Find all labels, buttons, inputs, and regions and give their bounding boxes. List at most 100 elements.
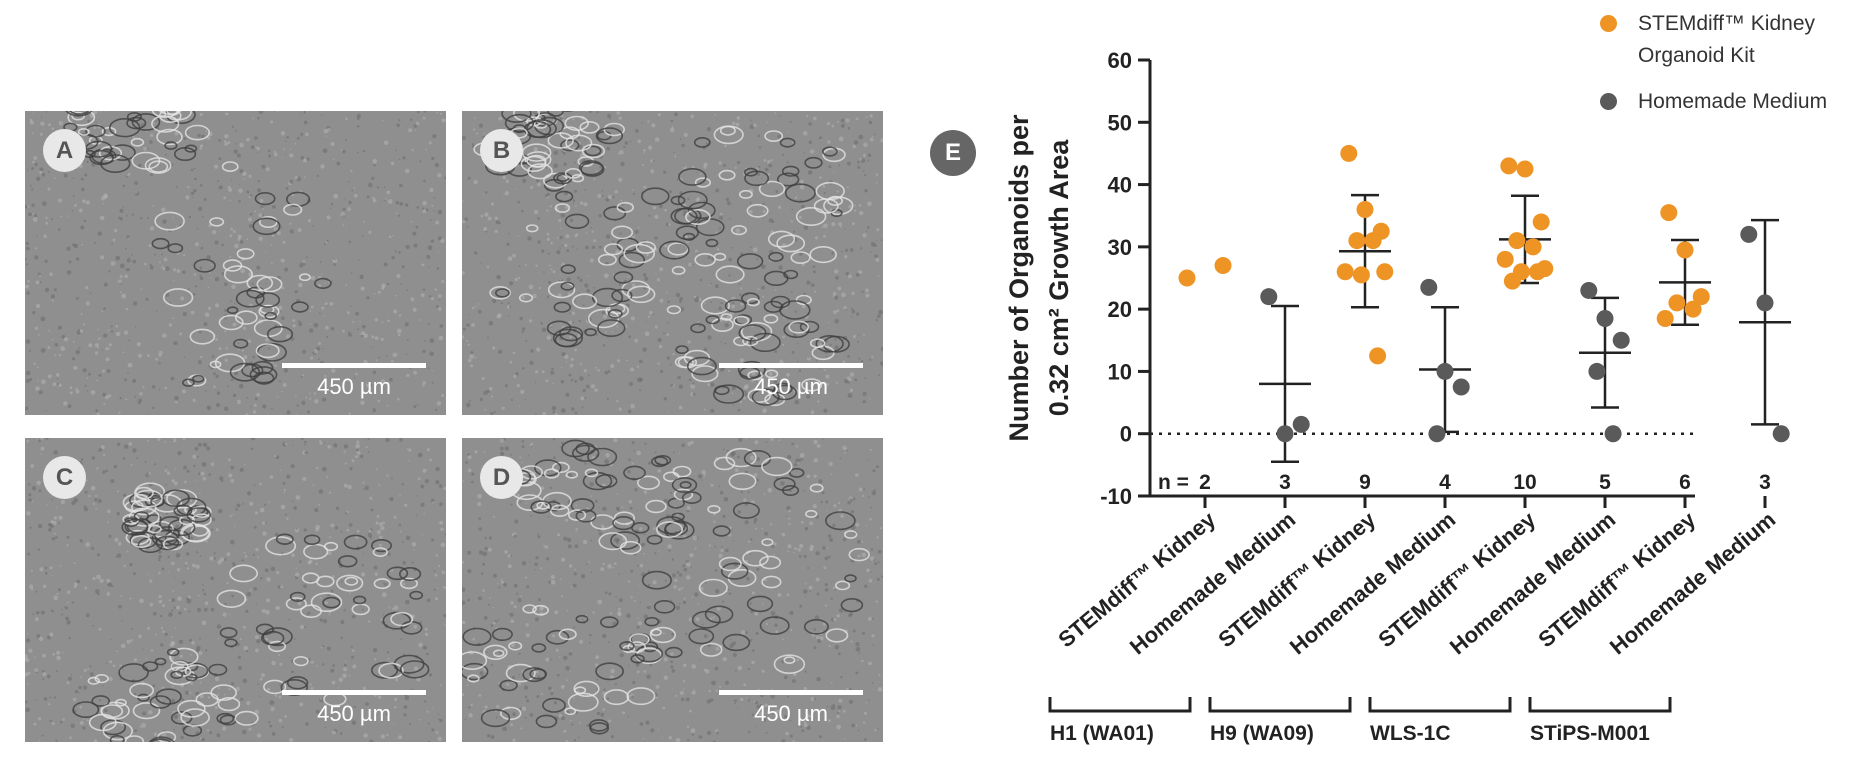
micrograph-grain bbox=[718, 227, 722, 230]
micrograph-grain bbox=[40, 610, 45, 615]
micrograph-grain bbox=[806, 280, 811, 285]
micrograph-grain bbox=[533, 111, 538, 115]
organoid-structure bbox=[690, 323, 706, 334]
organoid-structure bbox=[560, 139, 580, 152]
micrograph-grain bbox=[201, 620, 207, 626]
micrograph-grain bbox=[696, 296, 699, 299]
micrograph-grain bbox=[262, 404, 267, 409]
micrograph-grain bbox=[597, 599, 602, 605]
micrograph-grain bbox=[626, 613, 631, 618]
micrograph-grain bbox=[842, 360, 846, 363]
micrograph-grain bbox=[584, 283, 589, 288]
micrograph-grain bbox=[502, 726, 507, 732]
micrograph-grain bbox=[631, 202, 634, 204]
micrograph-grain bbox=[26, 511, 31, 516]
micrograph-grain bbox=[160, 699, 162, 701]
micrograph-grain bbox=[291, 553, 295, 557]
micrograph-grain bbox=[374, 658, 377, 661]
micrograph-grain bbox=[725, 197, 730, 202]
micrograph-grain bbox=[191, 563, 196, 568]
organoid-structure bbox=[685, 209, 711, 226]
micrograph-grain bbox=[161, 207, 166, 213]
micrograph-grain bbox=[443, 614, 446, 618]
micrograph-grain bbox=[136, 401, 138, 403]
micrograph-grain bbox=[42, 678, 45, 681]
micrograph-grain bbox=[844, 738, 846, 740]
micrograph-grain bbox=[250, 438, 253, 440]
micrograph-grain bbox=[756, 167, 760, 170]
micrograph-grain bbox=[803, 686, 807, 691]
micrograph-grain bbox=[674, 155, 677, 158]
micrograph-grain bbox=[28, 349, 31, 352]
micrograph-grain bbox=[72, 340, 75, 343]
micrograph-grain bbox=[838, 710, 841, 713]
micrograph-grain bbox=[139, 598, 144, 604]
data-point bbox=[1364, 232, 1382, 250]
micrograph-grain bbox=[424, 700, 427, 703]
micrograph-grain bbox=[541, 249, 545, 253]
micrograph-grain bbox=[515, 372, 519, 376]
micrograph-grain bbox=[223, 140, 227, 143]
micrograph-grain bbox=[659, 267, 664, 272]
micrograph-grain bbox=[27, 169, 29, 171]
micrograph-grain bbox=[276, 571, 280, 575]
micrograph-grain bbox=[591, 245, 596, 249]
micrograph-grain bbox=[656, 278, 661, 282]
micrograph-grain bbox=[435, 466, 440, 472]
micrograph-grain bbox=[580, 201, 584, 205]
micrograph-grain bbox=[747, 699, 751, 702]
micrograph-grain bbox=[860, 158, 866, 163]
micrograph-grain bbox=[804, 526, 809, 531]
data-point bbox=[1612, 331, 1630, 349]
micrograph-grain bbox=[159, 614, 163, 618]
organoid-structure bbox=[581, 143, 605, 159]
micrograph-grain bbox=[318, 489, 324, 494]
micrograph-grain bbox=[713, 520, 716, 523]
micrograph-grain bbox=[703, 162, 708, 167]
micrograph-grain bbox=[229, 300, 232, 303]
micrograph-grain bbox=[593, 287, 595, 289]
micrograph-grain bbox=[396, 328, 402, 334]
micrograph-grain bbox=[687, 198, 690, 201]
micrograph-grain bbox=[147, 511, 149, 513]
micrograph-grain bbox=[817, 400, 820, 403]
micrograph-grain bbox=[648, 603, 651, 606]
micrograph-grain bbox=[168, 599, 171, 602]
micrograph-grain bbox=[179, 654, 183, 658]
micrograph-grain bbox=[294, 290, 298, 294]
micrograph-grain bbox=[168, 570, 170, 572]
micrograph-grain bbox=[224, 317, 227, 320]
micrograph-grain bbox=[160, 643, 164, 647]
micrograph-grain bbox=[169, 301, 172, 304]
micrograph-grain bbox=[417, 452, 423, 458]
micrograph-grain bbox=[255, 648, 259, 653]
organoid-structure bbox=[501, 111, 532, 123]
micrograph-grain bbox=[74, 689, 79, 694]
micrograph-grain bbox=[816, 444, 821, 448]
micrograph-grain bbox=[748, 730, 751, 733]
micrograph-grain bbox=[294, 572, 300, 577]
micrograph-grain bbox=[751, 660, 755, 665]
micrograph-grain bbox=[269, 700, 275, 705]
micrograph-grain bbox=[81, 187, 85, 192]
micrograph-grain bbox=[464, 718, 467, 721]
data-point bbox=[1656, 309, 1674, 327]
micrograph-grain bbox=[182, 438, 186, 441]
micrograph-grain bbox=[221, 243, 224, 247]
micrograph-grain bbox=[224, 112, 228, 116]
micrograph-grain bbox=[234, 243, 239, 249]
micrograph-grain bbox=[132, 448, 137, 453]
micrograph-grain bbox=[754, 527, 757, 530]
micrograph-grain bbox=[289, 738, 294, 742]
micrograph-grain bbox=[714, 569, 718, 572]
micrograph-grain bbox=[218, 138, 221, 142]
micrograph-grain bbox=[90, 485, 96, 491]
micrograph-grain bbox=[770, 159, 773, 162]
micrograph-grain bbox=[649, 310, 653, 315]
micrograph-grain bbox=[109, 660, 113, 664]
micrograph-grain bbox=[386, 355, 388, 357]
micrograph-grain bbox=[130, 254, 133, 256]
scale-label-c: 450 µm bbox=[317, 701, 391, 726]
organoid-structure bbox=[399, 660, 430, 679]
micrograph-grain bbox=[548, 281, 552, 284]
